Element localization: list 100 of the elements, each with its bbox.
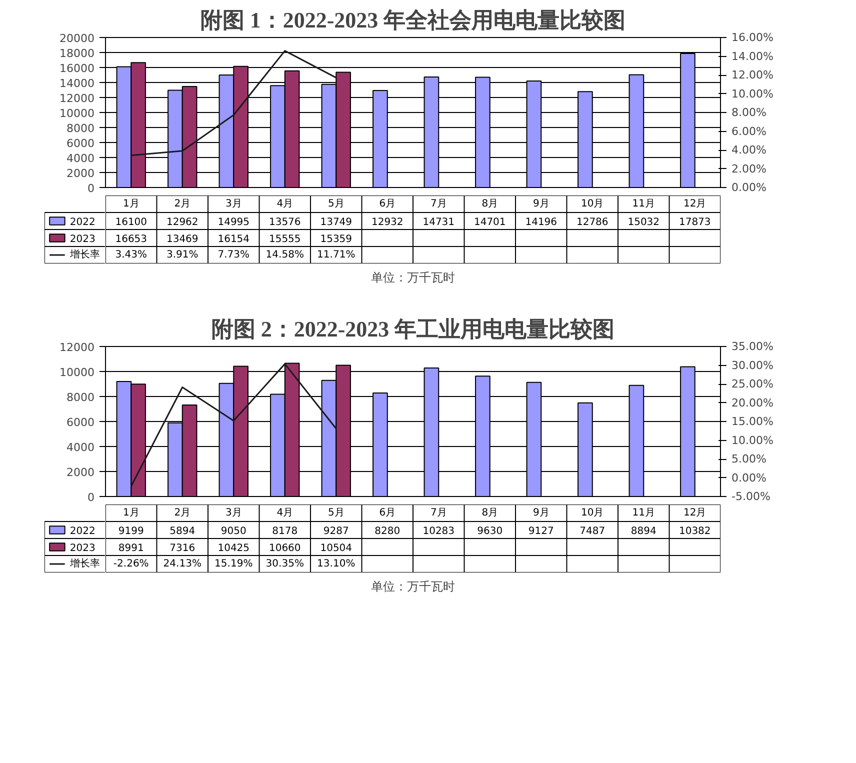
data-label: 16653: [115, 234, 148, 245]
data-label: 3.91%: [166, 250, 198, 260]
legend-label: 增长率: [68, 558, 100, 570]
data-label: 7316: [170, 543, 196, 554]
y2-tick-label: 4.00%: [732, 144, 766, 156]
y2-tick-label: 10.00%: [732, 87, 774, 100]
data-label: 14196: [525, 217, 558, 228]
line-series: [130, 50, 337, 156]
data-label: 16100: [115, 217, 148, 228]
chart-title: 附图 1：2022-2023 年全社会用电电量比较图: [200, 8, 626, 32]
x-tick-label: 4月: [276, 508, 294, 518]
legend-label: 2022: [70, 217, 96, 228]
data-label: 9050: [220, 526, 246, 537]
data-label: 5894: [170, 526, 196, 537]
x-tick-label: 6月: [379, 508, 396, 518]
data-label: 13.10%: [317, 558, 356, 570]
data-label: 11.71%: [317, 250, 356, 260]
y-tick-label: 6000: [66, 416, 95, 429]
y2-tick-label: -5.00%: [732, 490, 770, 503]
y2-tick-label: 25.00%: [732, 378, 774, 390]
text: 单位：万千瓦时: [371, 580, 455, 594]
data-label: 8894: [630, 526, 656, 537]
data-label: 16154: [218, 234, 250, 245]
x-tick-label: 12月: [684, 198, 706, 210]
y2-tick-label: 2.00%: [732, 162, 766, 176]
data-label: 10425: [218, 543, 250, 554]
x-tick-label: 9月: [532, 508, 550, 518]
x-tick-label: 1月: [122, 198, 140, 210]
y-tick-label: 18000: [60, 47, 95, 60]
data-label: 8991: [118, 543, 144, 554]
data-label: 7.73%: [218, 250, 250, 260]
y-tick-label: 8000: [66, 391, 95, 404]
y-tick-label: 6000: [66, 137, 95, 150]
data-label: 9287: [323, 526, 349, 537]
y-tick-label: 20000: [60, 32, 95, 45]
legend-label: 增长率: [68, 248, 100, 260]
y2-tick-label: 0.00%: [732, 181, 766, 194]
data-label: 15359: [320, 234, 352, 245]
y-tick-label: 4000: [66, 152, 95, 165]
x-tick-label: 4月: [276, 198, 294, 210]
data-label: 3.43%: [115, 250, 148, 260]
line-series: [130, 363, 337, 487]
data-label: 8178: [272, 526, 298, 537]
data-label: 13749: [320, 217, 352, 228]
y2-tick-label: 30.00%: [732, 358, 774, 372]
y2-tick-label: 15.00%: [732, 415, 774, 428]
data-label: 9630: [477, 526, 503, 537]
data-label: 14731: [422, 217, 455, 228]
x-tick-label: 1月: [122, 508, 140, 518]
y2-tick-label: 35.00%: [732, 340, 774, 353]
x-tick-label: 6月: [379, 198, 396, 210]
data-label: 24.13%: [163, 558, 202, 570]
data-label: 17873: [678, 217, 711, 228]
x-tick-label: 3月: [225, 198, 242, 210]
x-tick-label: 12月: [684, 508, 706, 518]
data-label: 10660: [268, 543, 301, 554]
data-label: 10283: [422, 526, 455, 537]
legend-label: 2023: [70, 543, 96, 554]
data-label: 12932: [371, 217, 404, 228]
data-label: 10504: [320, 543, 352, 554]
x-tick-label: 11月: [632, 508, 655, 518]
y-tick-label: 12000: [60, 92, 95, 105]
x-tick-label: 11月: [632, 198, 655, 210]
x-tick-label: 8月: [482, 508, 498, 518]
y-tick-label: 8000: [66, 122, 95, 135]
data-label: -2.26%: [113, 558, 149, 570]
data-label: 9199: [118, 526, 144, 537]
data-label: 30.35%: [266, 558, 304, 570]
data-label: 7487: [580, 526, 606, 537]
x-tick-label: 8月: [482, 198, 498, 210]
y-tick-label: 12000: [60, 341, 95, 354]
y2-tick-label: 20.00%: [732, 396, 774, 410]
text: 单位：万千瓦时: [371, 270, 455, 284]
x-tick-label: 2月: [174, 198, 191, 210]
data-label: 10382: [678, 526, 711, 537]
x-tick-label: 3月: [225, 508, 242, 518]
legend-label: 2022: [70, 526, 96, 537]
x-tick-label: 7月: [430, 508, 447, 518]
data-label: 14701: [474, 217, 506, 228]
data-label: 14.58%: [266, 250, 304, 260]
x-tick-label: 5月: [328, 508, 344, 518]
y-tick-label: 10000: [60, 107, 95, 120]
data-label: 15555: [268, 234, 301, 245]
x-tick-label: 5月: [328, 198, 344, 210]
y2-tick-label: 6.00%: [732, 124, 766, 138]
data-label: 9127: [528, 526, 554, 537]
y-tick-label: 2000: [66, 466, 95, 479]
y2-tick-label: 12.00%: [732, 68, 774, 82]
y-tick-label: 0: [88, 491, 94, 504]
y-tick-label: 2000: [66, 167, 95, 180]
y-tick-label: 0: [88, 182, 94, 195]
data-label: 13576: [268, 217, 301, 228]
y2-tick-label: 16.00%: [732, 31, 774, 44]
y-tick-label: 16000: [60, 62, 95, 75]
y2-tick-label: 10.00%: [732, 434, 774, 447]
x-tick-label: 2月: [174, 508, 191, 518]
y2-tick-label: 0.00%: [732, 471, 766, 484]
data-label: 14995: [218, 217, 250, 228]
data-label: 15.19%: [214, 558, 253, 570]
y2-tick-label: 14.00%: [732, 50, 774, 63]
